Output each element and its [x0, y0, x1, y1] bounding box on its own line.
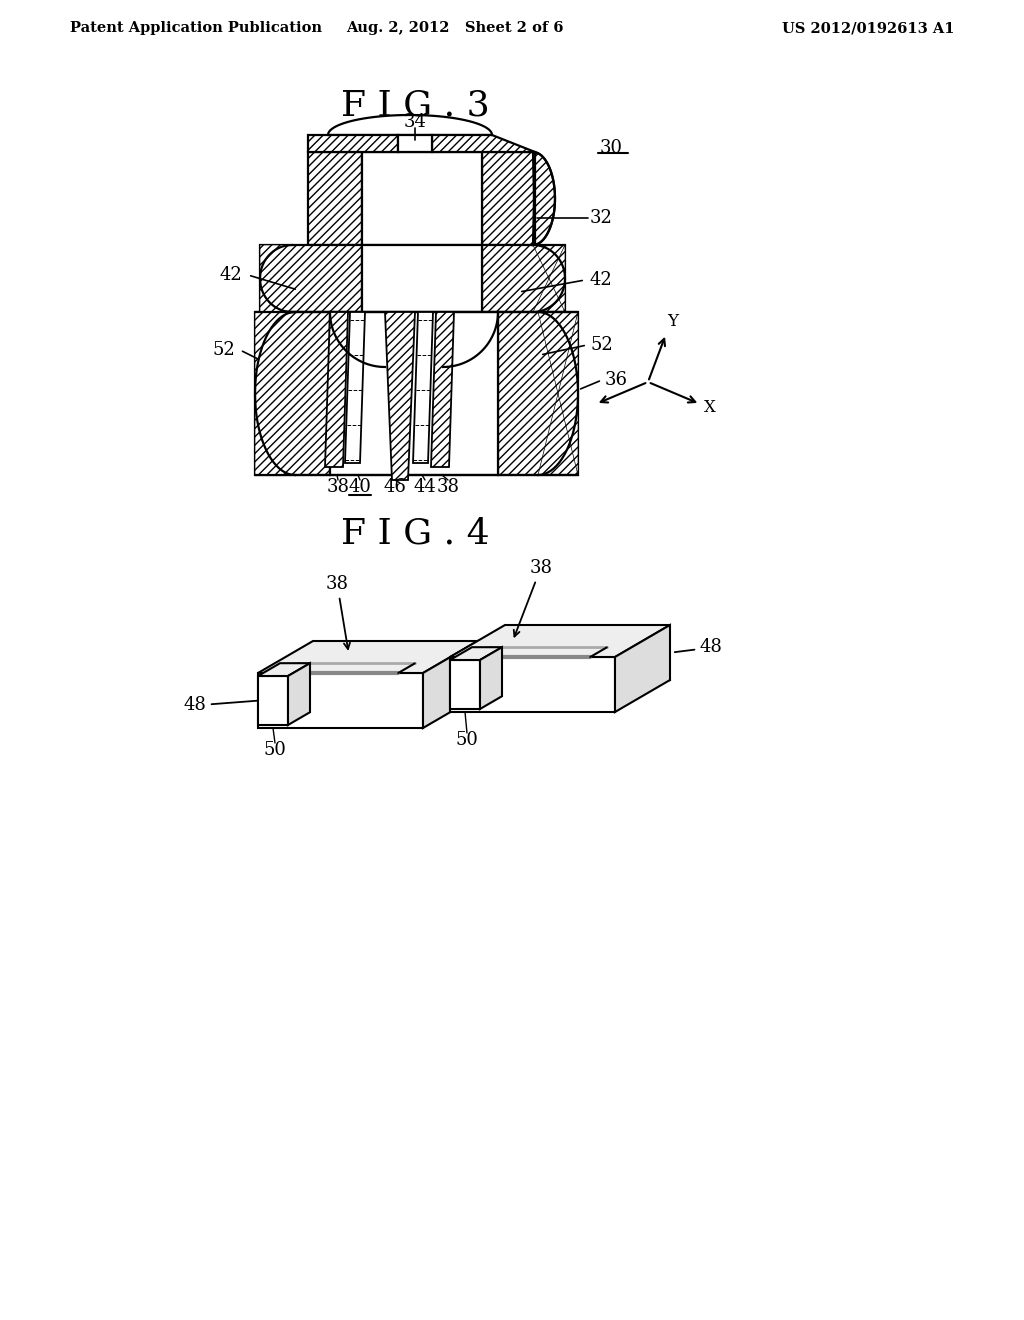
Text: Patent Application Publication: Patent Application Publication — [70, 21, 322, 36]
Polygon shape — [450, 647, 502, 660]
Text: 36: 36 — [605, 371, 628, 389]
Polygon shape — [538, 312, 578, 475]
Text: F I G . 3: F I G . 3 — [341, 88, 489, 121]
Polygon shape — [288, 663, 310, 725]
Polygon shape — [258, 673, 423, 729]
Polygon shape — [362, 246, 482, 312]
Text: Y: Y — [668, 314, 679, 330]
Text: 48: 48 — [675, 639, 723, 656]
Polygon shape — [450, 624, 670, 657]
Polygon shape — [308, 135, 398, 152]
Polygon shape — [330, 312, 498, 475]
Text: 50: 50 — [263, 741, 287, 759]
Polygon shape — [534, 246, 565, 312]
Text: F I G . 4: F I G . 4 — [341, 517, 489, 550]
Polygon shape — [615, 624, 670, 711]
Text: 50: 50 — [456, 731, 478, 748]
Text: 46: 46 — [384, 478, 407, 496]
Text: 38: 38 — [436, 478, 460, 496]
Polygon shape — [482, 246, 565, 312]
Polygon shape — [385, 312, 415, 480]
Text: X: X — [705, 400, 716, 417]
Text: 52: 52 — [590, 337, 612, 354]
Polygon shape — [431, 312, 454, 467]
Polygon shape — [450, 657, 615, 711]
Text: 40: 40 — [348, 478, 372, 496]
Polygon shape — [423, 642, 478, 729]
Text: 30: 30 — [600, 139, 623, 157]
Polygon shape — [255, 312, 330, 475]
Polygon shape — [258, 642, 478, 673]
Polygon shape — [325, 312, 348, 467]
Polygon shape — [480, 647, 502, 709]
Text: 38: 38 — [327, 478, 349, 496]
Polygon shape — [498, 312, 578, 475]
Polygon shape — [255, 312, 295, 475]
Polygon shape — [345, 312, 365, 463]
Text: 48: 48 — [183, 697, 257, 714]
Polygon shape — [362, 152, 482, 246]
Text: 42: 42 — [590, 271, 612, 289]
Text: 52: 52 — [212, 341, 234, 359]
Polygon shape — [308, 152, 362, 246]
Polygon shape — [413, 312, 433, 463]
Polygon shape — [534, 152, 555, 246]
Polygon shape — [258, 663, 310, 676]
Text: 32: 32 — [590, 209, 613, 227]
Text: Aug. 2, 2012   Sheet 2 of 6: Aug. 2, 2012 Sheet 2 of 6 — [346, 21, 564, 36]
Text: US 2012/0192613 A1: US 2012/0192613 A1 — [782, 21, 955, 36]
Text: 42: 42 — [219, 267, 242, 284]
Polygon shape — [258, 676, 288, 725]
Polygon shape — [432, 135, 535, 152]
Text: 44: 44 — [414, 478, 436, 496]
Polygon shape — [260, 246, 292, 312]
Polygon shape — [398, 135, 432, 152]
Polygon shape — [260, 246, 362, 312]
Polygon shape — [450, 660, 480, 709]
Text: 38: 38 — [514, 558, 552, 636]
Text: 38: 38 — [326, 576, 350, 649]
Polygon shape — [482, 152, 535, 246]
Text: 34: 34 — [403, 114, 426, 131]
